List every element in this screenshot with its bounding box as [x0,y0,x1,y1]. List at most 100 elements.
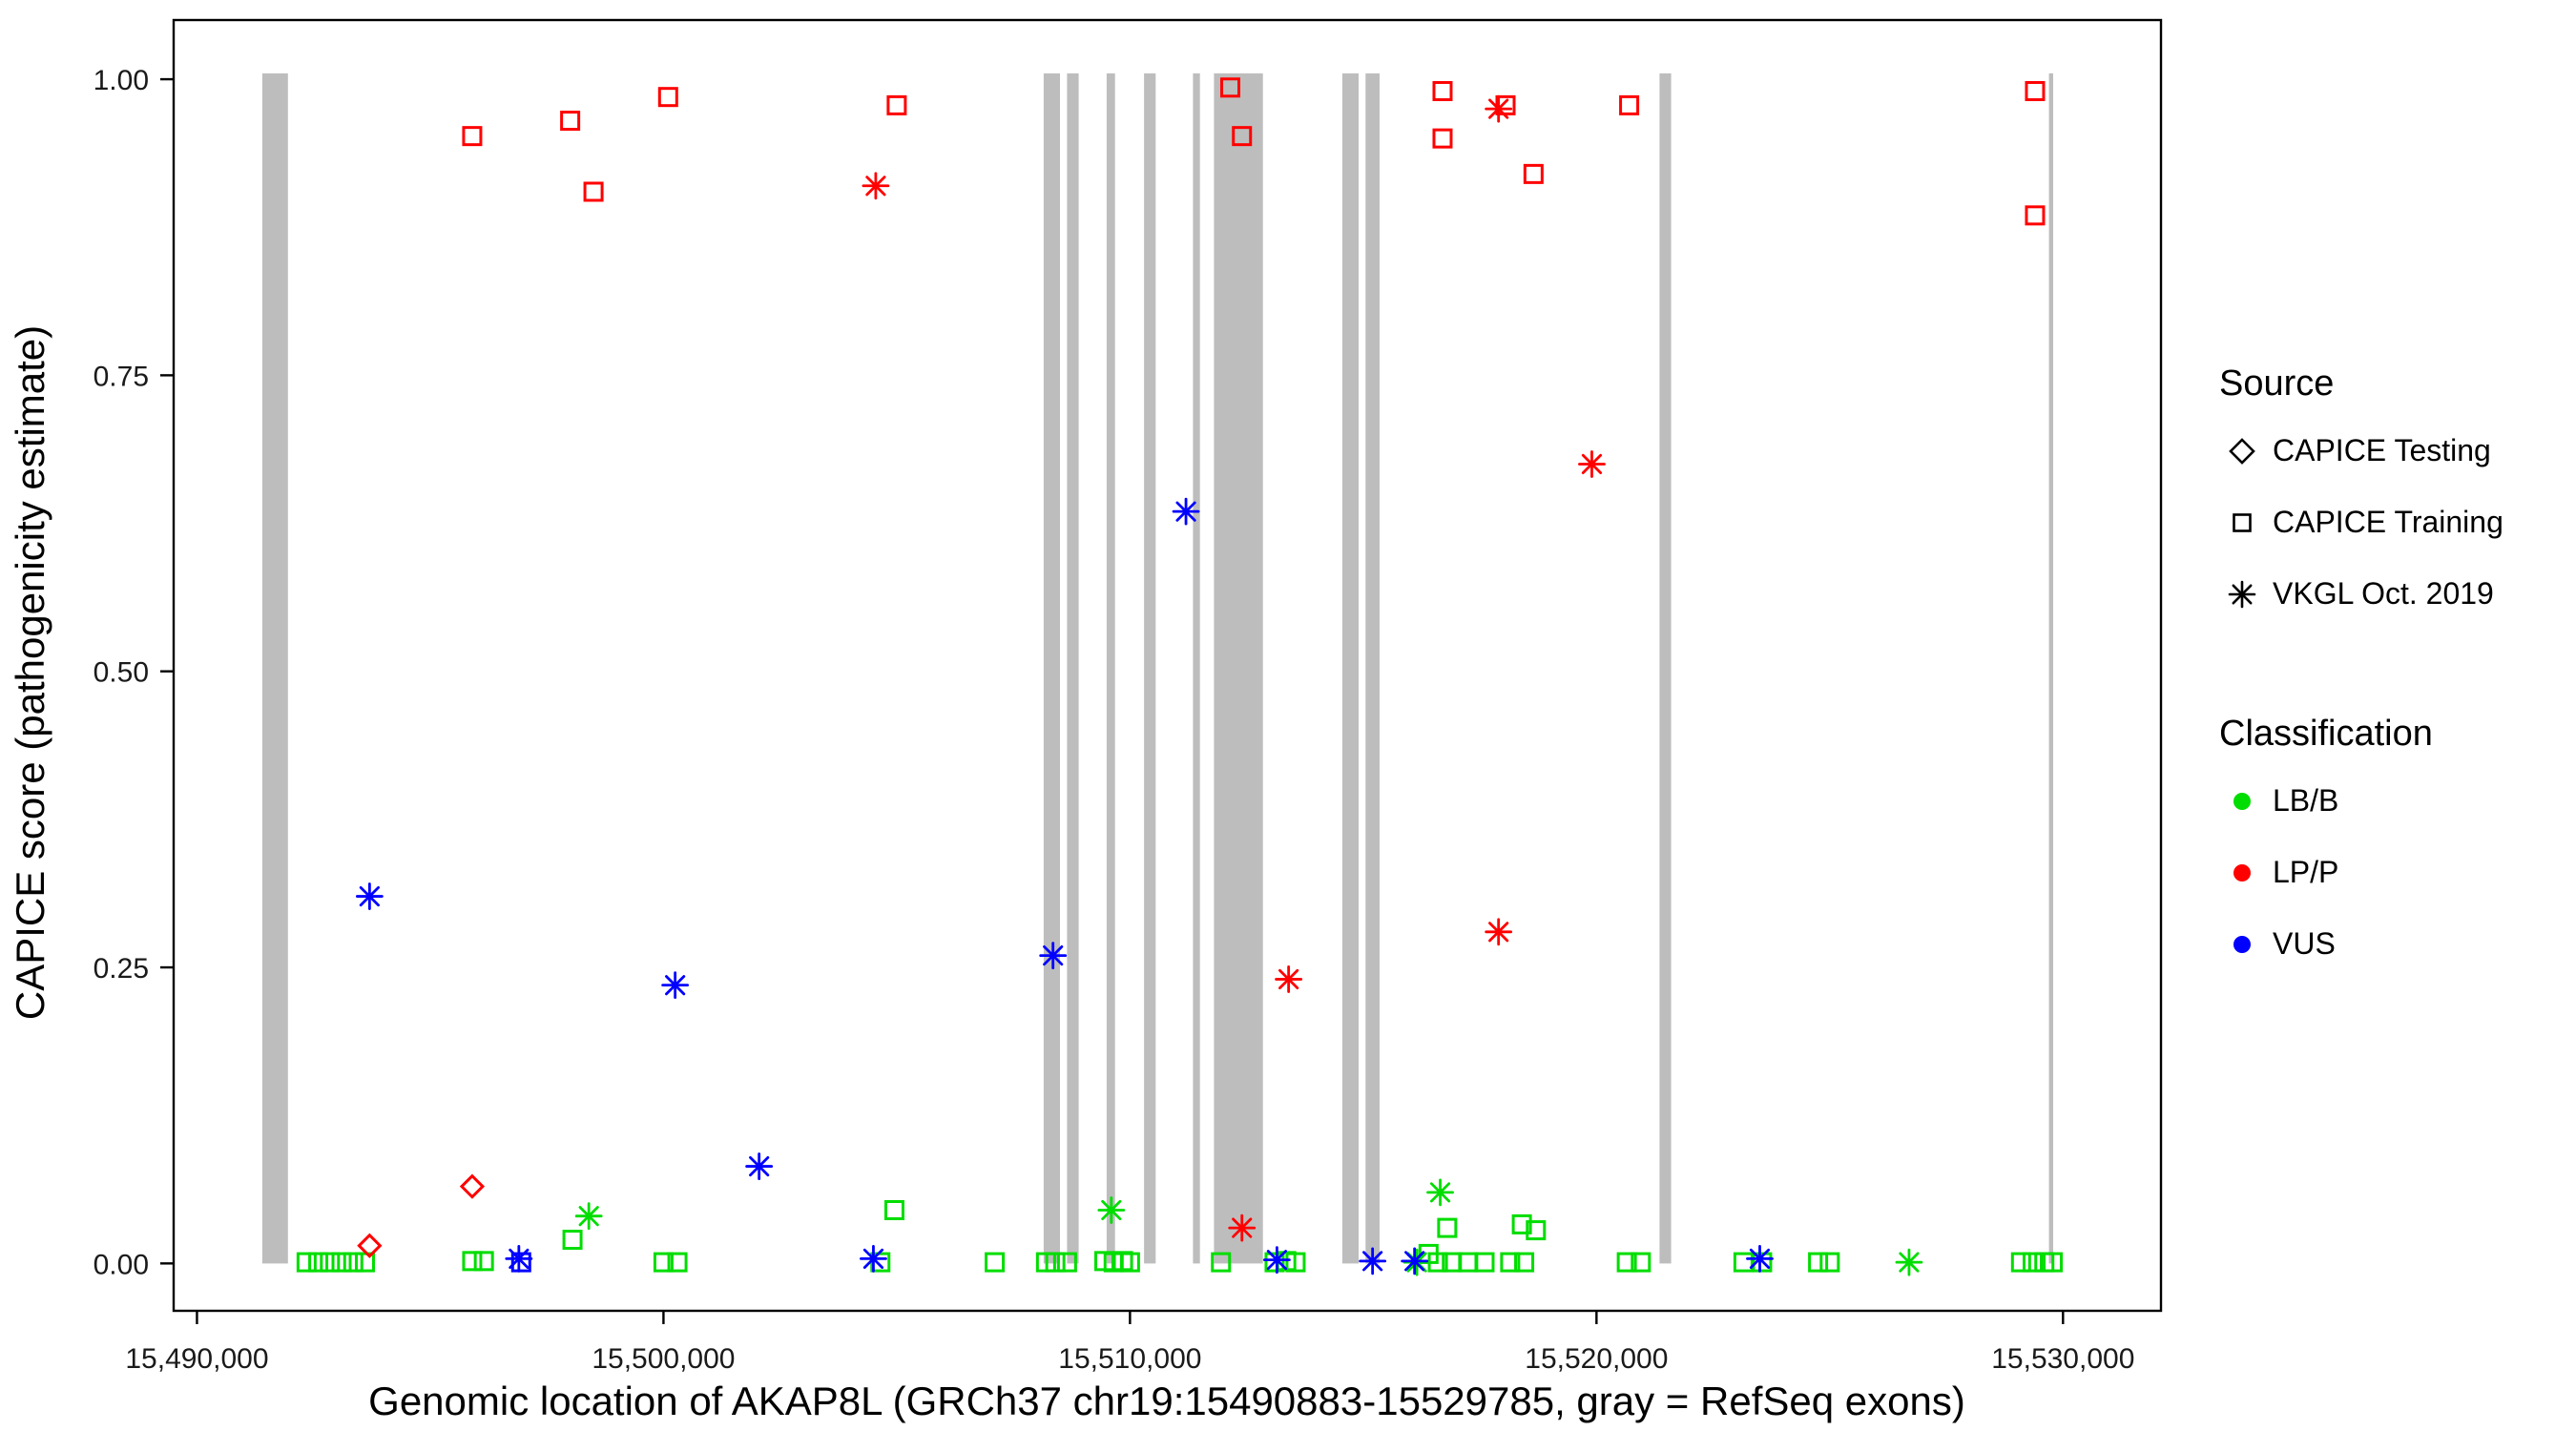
data-point-asterisk [1578,450,1606,478]
panel-border [172,18,2163,1313]
legend-label: VUS [2273,926,2336,961]
legend-item-capice-training: CAPICE Training [2219,487,2568,558]
exon-bar [1365,73,1380,1264]
data-point-square [1511,1213,1532,1234]
data-point-square [1495,94,1516,115]
data-point-square [1808,1252,1829,1273]
data-point-square [462,126,483,147]
data-point-asterisk [860,1244,887,1273]
legend-label: CAPICE Training [2273,505,2503,539]
data-point-asterisk [661,971,690,1000]
data-point-square [1211,1252,1232,1273]
data-point-square [2043,1252,2064,1273]
data-point-square [2023,1252,2044,1273]
data-point-square [1733,1252,1754,1273]
data-point-asterisk [1039,942,1068,970]
data-point-square [1220,77,1241,98]
legend: Source CAPICE Testing CAPICE Training VKGL… [2219,362,2568,980]
legend-label: LP/P [2273,855,2339,889]
data-point-square [2025,205,2046,226]
data-point-asterisk [1275,965,1303,993]
data-point-square [1619,94,1640,115]
data-point-asterisk [1228,1213,1257,1242]
data-point-asterisk [1172,497,1200,526]
data-point-square [343,1252,364,1273]
legend-source-items: CAPICE Testing CAPICE Training VKGL Oct. 2… [2219,415,2568,630]
legend-diamond-icon [2229,437,2255,465]
data-point-square [1437,1217,1458,1238]
x-tick-label: 15,530,000 [1991,1343,2134,1375]
data-point-square [1523,163,1544,184]
data-point-asterisk [355,882,384,910]
legend-label: CAPICE Testing [2273,433,2491,467]
data-point-square [1232,126,1253,147]
data-point-square [560,111,581,132]
data-point-square [1458,1252,1479,1273]
exon-bar [1659,73,1672,1264]
data-point-square [320,1252,341,1273]
y-tick-label: 1.00 [93,65,149,96]
y-tick-label: 0.50 [93,657,149,689]
data-point-square [583,181,604,202]
data-point-asterisk [1263,1246,1291,1275]
exon-bar [1106,73,1115,1264]
series-lpp [462,77,2046,226]
data-point-asterisk [1097,1196,1126,1224]
legend-label: VKGL Oct. 2019 [2273,576,2494,611]
y-tick-label: 0.25 [93,953,149,985]
data-point-square [1514,1252,1535,1273]
x-axis-title: Genomic location of AKAP8L (GRCh37 chr19… [368,1379,1965,1423]
legend-circle-icon [2233,792,2251,810]
legend-item-lp-p: LP/P [2219,837,2568,908]
refseq-exons-layer [261,73,2053,1264]
data-point-square [473,1251,494,1272]
data-point-square [1526,1220,1547,1241]
series-vus [355,497,1774,1275]
data-point-asterisk [1895,1248,1923,1276]
data-point-square [1264,1252,1285,1273]
data-point-square [296,1252,317,1273]
legend-circle-icon [2233,863,2251,881]
series-lpp [357,1173,486,1258]
x-tick-label: 15,520,000 [1525,1343,1668,1375]
data-point-square [1285,1252,1306,1273]
data-point-square [1045,1252,1066,1273]
y-tick-label: 0.00 [93,1249,149,1280]
legend-classification-title: Classification [2219,714,2433,754]
data-point-asterisk [1485,94,1513,123]
data-point-square [886,94,907,115]
x-tick-label: 15,490,000 [125,1343,268,1375]
data-point-square [1432,80,1453,101]
data-point-asterisk [745,1152,774,1180]
data-point-square [657,87,678,108]
data-point-square [667,1252,688,1273]
data-point-square [1819,1252,1840,1273]
data-points-layer [296,77,2064,1276]
legend-source-title: Source [2219,363,2335,404]
legend-item-lb-b: LB/B [2219,765,2568,837]
legend-circle-icon [2233,935,2251,953]
y-tick-label: 0.75 [93,361,149,392]
data-point-square [870,1252,891,1273]
data-point-square [1474,1252,1495,1273]
data-point-asterisk [505,1244,533,1273]
data-point-square [562,1230,583,1251]
axes-layer: 15,490,000 15,500,000 15,510,000 15,520,000… [93,18,2163,1375]
x-tick-label: 15,510,000 [1058,1343,1201,1375]
data-point-asterisk [1426,1178,1454,1207]
legend-classification-items: LB/B LP/P VUS [2219,765,2568,980]
data-point-square [1432,128,1453,149]
series-lbb [296,1199,2064,1273]
series-vus [510,1252,531,1273]
data-point-asterisk [862,172,890,200]
legend-item-vus: VUS [2219,908,2568,980]
data-point-square [1616,1252,1637,1273]
data-point-asterisk [1359,1247,1387,1275]
data-point-square [653,1252,674,1273]
data-point-square [2025,80,2046,101]
legend-label: LB/B [2273,783,2339,818]
data-point-square [1056,1252,1077,1273]
data-point-square [462,1251,483,1272]
data-point-square [510,1252,531,1273]
